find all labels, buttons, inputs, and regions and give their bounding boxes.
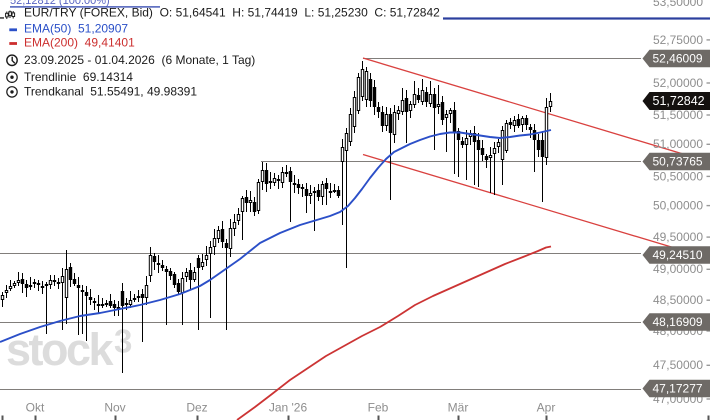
- svg-text:53,50000: 53,50000: [653, 0, 703, 9]
- svg-text:Nov: Nov: [104, 401, 125, 415]
- svg-text:48,50000: 48,50000: [653, 293, 703, 307]
- svg-text:EMA(200) 49,41401: EMA(200) 49,41401: [24, 35, 135, 49]
- svg-text:49,24510: 49,24510: [653, 248, 703, 262]
- svg-text:Feb: Feb: [368, 401, 389, 415]
- svg-text:Dez: Dez: [186, 401, 207, 415]
- svg-text:EUR/TRY (FOREX, Bid) O: 51,64: EUR/TRY (FOREX, Bid) O: 51,64541 H: 51,7…: [24, 6, 440, 20]
- svg-text:Trendkanal 51.55491, 49.98391: Trendkanal 51.55491, 49.98391: [24, 85, 197, 99]
- svg-text:47,50000: 47,50000: [653, 358, 703, 372]
- svg-text:stock: stock: [6, 324, 115, 375]
- svg-text:52,75000: 52,75000: [653, 33, 703, 47]
- svg-text:51,72842: 51,72842: [653, 94, 705, 108]
- svg-text:50,00000: 50,00000: [653, 199, 703, 213]
- svg-text:52,46009: 52,46009: [653, 52, 703, 66]
- svg-text:23.09.2025 - 01.04.2026 (6 Mo: 23.09.2025 - 01.04.2026 (6 Monate, 1 Tag…: [24, 53, 255, 67]
- svg-text:49,50000: 49,50000: [653, 230, 703, 244]
- svg-text:47,17277: 47,17277: [653, 382, 703, 396]
- svg-text:Mär: Mär: [448, 401, 469, 415]
- svg-text:Apr: Apr: [537, 401, 556, 415]
- svg-text:52,12812 (100.00%): 52,12812 (100.00%): [10, 0, 110, 7]
- svg-text:Trendlinie 69.14314: Trendlinie 69.14314: [24, 70, 133, 84]
- svg-text:50,50000: 50,50000: [653, 169, 703, 183]
- svg-text:52,00000: 52,00000: [653, 76, 703, 90]
- svg-text:51,50000: 51,50000: [653, 108, 703, 122]
- svg-text:49,00000: 49,00000: [653, 262, 703, 276]
- svg-text:48,16909: 48,16909: [653, 315, 703, 329]
- svg-text:EMA(50) 51,20907: EMA(50) 51,20907: [24, 22, 128, 36]
- svg-text:Jan '26: Jan '26: [269, 401, 308, 415]
- svg-text:Okt: Okt: [26, 401, 45, 415]
- svg-text:50,73765: 50,73765: [653, 155, 703, 169]
- svg-text:3: 3: [114, 323, 132, 360]
- svg-text:51,00000: 51,00000: [653, 137, 703, 151]
